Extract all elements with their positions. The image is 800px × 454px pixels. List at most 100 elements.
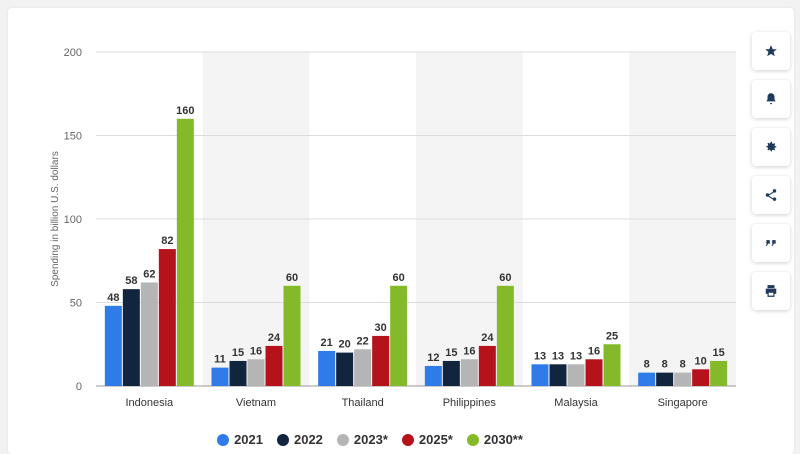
bar-malaysia-3[interactable] (585, 359, 603, 386)
legend-label: 2023* (353, 432, 388, 447)
legend-item[interactable]: 2022 (276, 432, 323, 447)
data-label: 16 (588, 345, 600, 357)
data-label: 13 (570, 350, 582, 362)
quote-icon (765, 240, 776, 246)
bar-singapore-1[interactable] (656, 372, 674, 386)
x-tick-label: Thailand (342, 397, 384, 409)
print-button[interactable] (752, 272, 790, 310)
x-tick-label: Malaysia (554, 397, 598, 409)
legend-dot-icon (401, 433, 414, 446)
legend-label: 2022 (293, 432, 323, 447)
data-label: 8 (680, 359, 686, 371)
bar-indonesia-0[interactable] (104, 305, 122, 386)
legend-item[interactable]: 2023* (336, 432, 388, 447)
data-label: 60 (286, 272, 298, 284)
legend-item[interactable]: 2030** (466, 432, 523, 447)
bar-thailand-1[interactable] (336, 352, 354, 386)
bar-philippines-0[interactable] (424, 365, 442, 386)
y-tick-label: 0 (76, 381, 82, 393)
favorite-button[interactable] (752, 32, 790, 70)
legend-label: 2021 (234, 432, 263, 447)
bar-malaysia-0[interactable] (531, 364, 549, 386)
bar-vietnam-1[interactable] (229, 360, 247, 386)
x-tick-label: Vietnam (236, 397, 276, 409)
chart-toolbar (752, 32, 790, 310)
chart-legend: 2021 2022 2023* 2025* 2030** (0, 432, 740, 447)
data-label: 13 (534, 350, 546, 362)
data-label: 16 (250, 345, 262, 357)
bar-philippines-2[interactable] (460, 359, 478, 386)
share-icon (765, 189, 777, 201)
data-label: 20 (339, 339, 351, 351)
bar-thailand-4[interactable] (390, 285, 408, 386)
gear-icon (766, 141, 777, 152)
bar-philippines-3[interactable] (478, 345, 496, 386)
data-label: 58 (125, 275, 137, 287)
data-label: 82 (161, 235, 173, 247)
bar-singapore-2[interactable] (674, 372, 692, 386)
legend-dot-icon (276, 433, 289, 446)
bar-vietnam-3[interactable] (265, 345, 283, 386)
bar-indonesia-1[interactable] (122, 289, 140, 386)
bar-thailand-3[interactable] (372, 335, 390, 386)
notification-button[interactable] (752, 80, 790, 118)
bar-singapore-0[interactable] (638, 372, 656, 386)
legend-dot-icon (217, 433, 230, 446)
legend-label: 2030** (483, 432, 523, 447)
bar-vietnam-4[interactable] (283, 285, 301, 386)
data-label: 15 (445, 347, 457, 359)
y-tick-label: 100 (64, 214, 82, 226)
data-label: 15 (232, 347, 244, 359)
share-button[interactable] (752, 176, 790, 214)
legend-label: 2025* (418, 432, 453, 447)
bar-thailand-2[interactable] (354, 349, 372, 386)
bar-indonesia-4[interactable] (176, 118, 194, 387)
y-tick-label: 150 (64, 131, 82, 143)
bar-singapore-3[interactable] (692, 369, 710, 386)
legend-dot-icon (336, 433, 349, 446)
legend-item[interactable]: 2025* (401, 432, 453, 447)
data-label: 24 (268, 332, 281, 344)
bar-malaysia-1[interactable] (549, 364, 567, 386)
bell-icon (766, 93, 776, 105)
cite-button[interactable] (752, 224, 790, 262)
data-label: 11 (214, 354, 226, 366)
settings-button[interactable] (752, 128, 790, 166)
data-label: 8 (662, 359, 668, 371)
data-label: 60 (393, 272, 405, 284)
bar-thailand-0[interactable] (318, 350, 336, 386)
bar-indonesia-2[interactable] (140, 282, 158, 386)
bar-chart: 0 50 100 150 200 Spending in billion U.S. do… (50, 47, 736, 409)
x-tick-label: Singapore (658, 397, 708, 409)
data-label: 10 (695, 355, 707, 367)
data-label: 21 (321, 337, 333, 349)
y-axis-label: Spending in billion U.S. dollars (50, 151, 61, 287)
x-tick-label: Indonesia (125, 397, 174, 409)
data-label: 16 (463, 345, 475, 357)
data-label: 160 (176, 105, 194, 117)
data-label: 60 (499, 272, 511, 284)
bar-vietnam-0[interactable] (211, 367, 229, 386)
bar-malaysia-4[interactable] (603, 344, 621, 386)
y-tick-label: 200 (64, 47, 82, 59)
legend-item[interactable]: 2021 (217, 432, 263, 447)
data-label: 15 (713, 347, 725, 359)
data-label: 48 (107, 292, 119, 304)
bar-indonesia-3[interactable] (158, 249, 176, 386)
x-tick-label: Philippines (443, 397, 497, 409)
bar-philippines-1[interactable] (442, 360, 460, 386)
bar-malaysia-2[interactable] (567, 364, 585, 386)
bar-philippines-4[interactable] (496, 285, 514, 386)
bar-singapore-4[interactable] (710, 360, 728, 386)
legend-dot-icon (466, 433, 479, 446)
data-label: 13 (552, 350, 564, 362)
data-label: 12 (427, 352, 439, 364)
data-label: 62 (143, 268, 155, 280)
star-icon (765, 45, 777, 57)
y-tick-label: 50 (70, 298, 82, 310)
bar-vietnam-2[interactable] (247, 359, 265, 386)
print-icon (765, 285, 777, 297)
chart-card: 0 50 100 150 200 Spending in billion U.S. do… (8, 8, 794, 454)
data-label: 30 (375, 322, 387, 334)
data-label: 22 (357, 335, 369, 347)
